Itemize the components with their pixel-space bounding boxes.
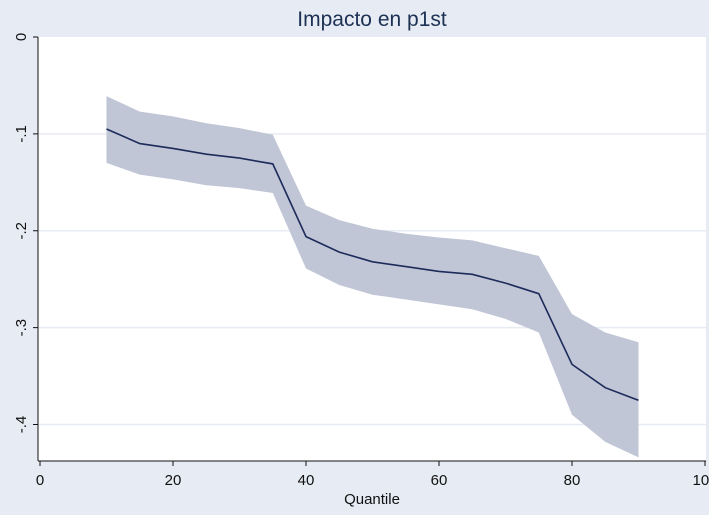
y-tick-label: 0 [13, 33, 30, 41]
y-tick-label: -.3 [13, 319, 30, 337]
x-tick-label: 40 [298, 472, 315, 489]
confidence-band [106, 96, 639, 458]
y-axis: 0 -.1 -.2 -.3 -.4 [13, 33, 39, 461]
x-tick-label: 80 [564, 472, 581, 489]
x-axis-label: Quantile [344, 491, 400, 508]
x-axis: 0 20 40 60 80 100 [36, 460, 709, 489]
chart-title: Impacto en p1st [297, 8, 447, 31]
x-tick-label: 100 [692, 472, 709, 489]
y-tick-label: -.4 [13, 416, 30, 434]
series-line [106, 128, 639, 402]
x-tick-label: 20 [165, 472, 182, 489]
y-tick-label: -.2 [13, 222, 30, 240]
x-tick-label: 0 [36, 472, 44, 489]
y-tick-label: -.1 [13, 125, 30, 143]
x-tick-label: 60 [431, 472, 448, 489]
